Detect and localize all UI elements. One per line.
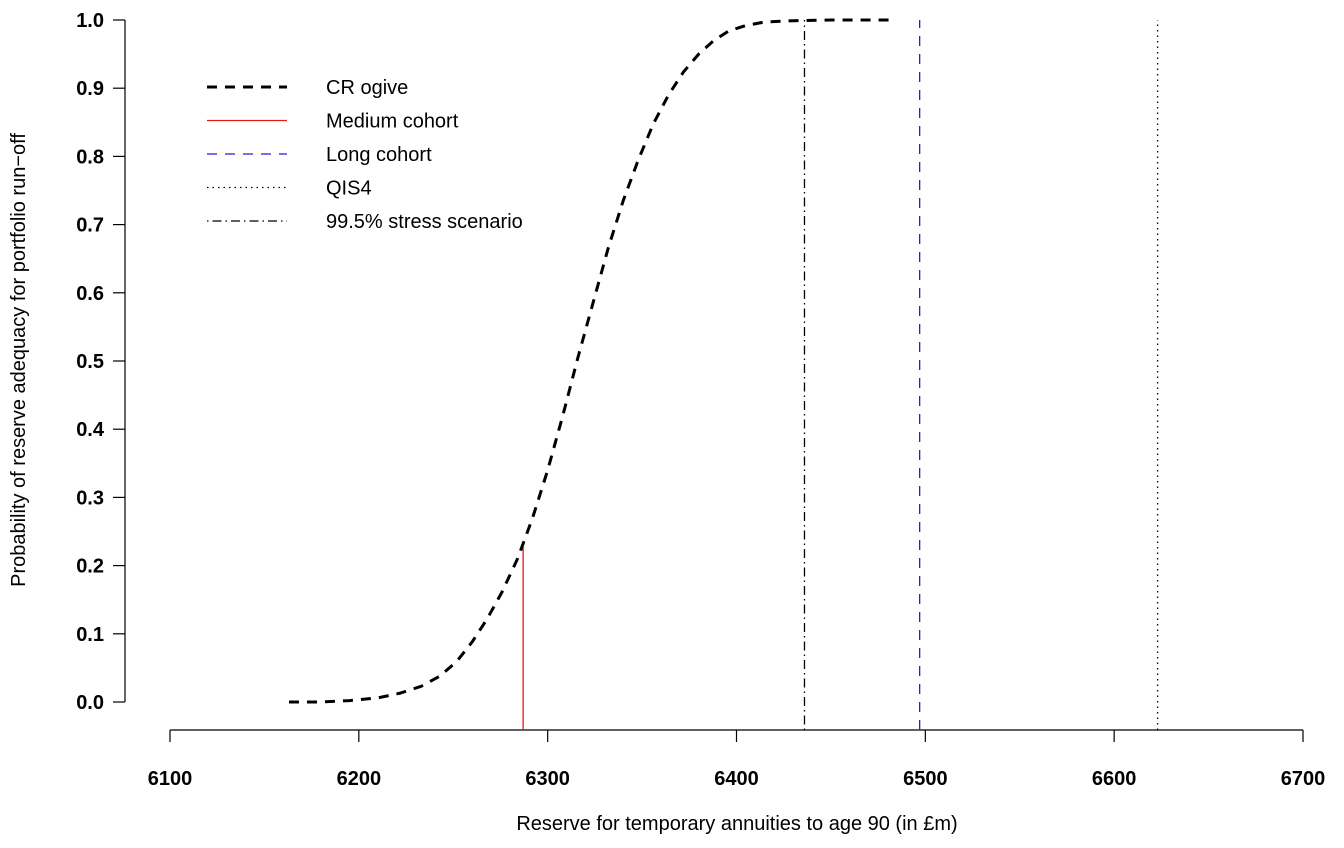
- x-tick-label: 6300: [525, 768, 570, 790]
- legend-label: CR ogive: [326, 77, 408, 99]
- x-tick-label: 6200: [337, 768, 382, 790]
- cr-ogive-line: [289, 18, 892, 704]
- y-tick-label: 0.0: [76, 692, 104, 714]
- reference-lines: [522, 20, 1159, 730]
- legend-label: Long cohort: [326, 144, 432, 166]
- x-tick-label: 6400: [714, 768, 759, 790]
- y-tick-label: 0.7: [76, 215, 104, 237]
- x-axis-title: Reserve for temporary annuities to age 9…: [516, 813, 957, 835]
- legend-label: Medium cohort: [326, 111, 459, 133]
- legend-label: QIS4: [326, 178, 372, 200]
- y-tick-label: 0.9: [76, 78, 104, 100]
- y-axis: 0.0 0.1 0.2 0.3 0.4 0.5 0.6 0.7 0.8 0.9 1.0: [76, 10, 126, 714]
- y-tick-label: 1.0: [76, 10, 104, 32]
- y-axis-title: Probability of reserve adequacy for port…: [8, 133, 30, 587]
- legend: CR ogive Medium cohort Long cohort QIS4 99.5…: [207, 77, 523, 233]
- x-tick-label: 6600: [1092, 768, 1137, 790]
- series-layer: [289, 18, 892, 704]
- legend-label: 99.5% stress scenario: [326, 211, 523, 233]
- x-axis: 6100 6200 6300 6400 6500 6600 6700: [148, 729, 1326, 790]
- y-tick-label: 0.2: [76, 556, 104, 578]
- y-tick-label: 0.5: [76, 351, 104, 373]
- x-tick-label: 6100: [148, 768, 193, 790]
- x-tick-label: 6700: [1281, 768, 1326, 790]
- y-tick-label: 0.3: [76, 487, 104, 509]
- y-tick-label: 0.6: [76, 283, 104, 305]
- y-tick-label: 0.8: [76, 146, 104, 168]
- x-tick-label: 6500: [903, 768, 948, 790]
- y-tick-label: 0.1: [76, 624, 104, 646]
- y-tick-label: 0.4: [76, 419, 105, 441]
